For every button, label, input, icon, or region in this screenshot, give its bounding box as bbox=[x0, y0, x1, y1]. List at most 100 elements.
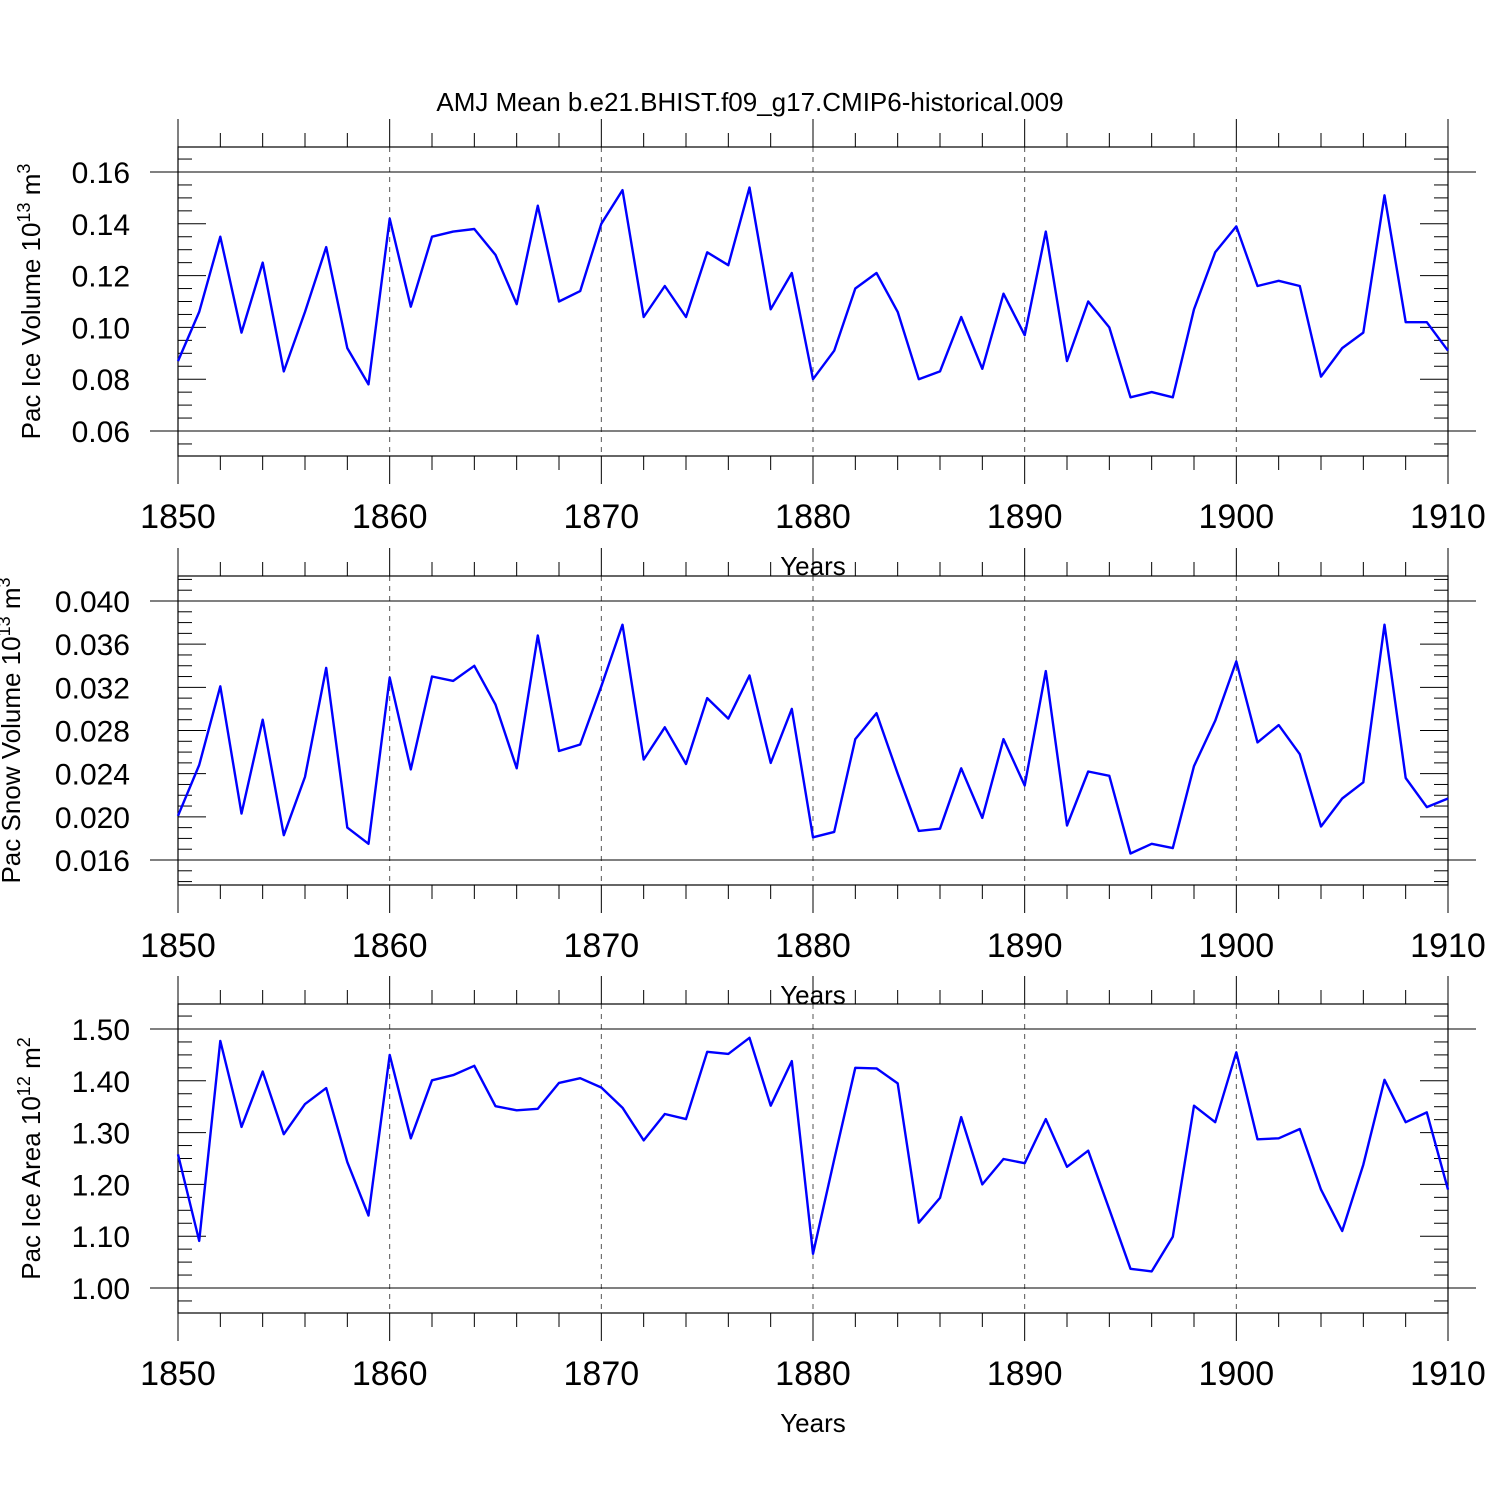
data-point bbox=[260, 717, 265, 722]
data-point bbox=[768, 760, 773, 765]
data-point bbox=[747, 1035, 752, 1040]
data-point bbox=[1340, 1229, 1345, 1234]
data-point bbox=[747, 673, 752, 678]
y-axis-label-exp: 12 bbox=[14, 1076, 34, 1096]
data-point bbox=[345, 825, 350, 830]
data-point bbox=[1297, 1126, 1302, 1131]
data-point bbox=[197, 309, 202, 314]
data-point bbox=[1107, 325, 1112, 330]
x-tick-label: 1910 bbox=[1410, 498, 1486, 536]
data-point bbox=[366, 841, 371, 846]
data-point bbox=[811, 1251, 816, 1256]
data-point bbox=[493, 702, 498, 707]
data-point bbox=[239, 1124, 244, 1129]
data-point bbox=[493, 1104, 498, 1109]
data-point bbox=[1276, 278, 1281, 283]
data-point bbox=[726, 716, 731, 721]
data-point bbox=[197, 763, 202, 768]
data-point bbox=[1340, 346, 1345, 351]
data-point bbox=[1107, 1207, 1112, 1212]
data-point bbox=[1065, 359, 1070, 364]
data-point bbox=[768, 1103, 773, 1108]
data-point bbox=[1065, 823, 1070, 828]
y-tick-label: 0.10 bbox=[72, 312, 130, 345]
y-tick-label: 1.00 bbox=[72, 1273, 130, 1306]
data-point bbox=[747, 185, 752, 190]
data-point bbox=[832, 348, 837, 353]
data-point bbox=[1170, 1234, 1175, 1239]
data-point bbox=[1234, 1050, 1239, 1055]
data-point bbox=[176, 1152, 181, 1157]
data-point bbox=[1170, 395, 1175, 400]
data-point bbox=[916, 828, 921, 833]
data-point bbox=[387, 675, 392, 680]
y-tick-label: 0.016 bbox=[55, 845, 130, 878]
y-tick-label: 0.040 bbox=[55, 586, 130, 619]
x-tick-label: 1850 bbox=[140, 1355, 216, 1393]
data-point bbox=[535, 1106, 540, 1111]
data-point bbox=[345, 346, 350, 351]
data-point bbox=[493, 252, 498, 257]
data-point bbox=[408, 304, 413, 309]
data-point bbox=[1424, 320, 1429, 325]
data-point bbox=[451, 678, 456, 683]
data-point bbox=[1086, 299, 1091, 304]
data-point bbox=[1382, 193, 1387, 198]
data-point bbox=[853, 737, 858, 742]
data-point bbox=[705, 696, 710, 701]
data-point bbox=[324, 665, 329, 670]
data-point bbox=[599, 1085, 604, 1090]
data-point bbox=[430, 1078, 435, 1083]
data-point bbox=[1403, 775, 1408, 780]
y-tick-label: 0.036 bbox=[55, 629, 130, 662]
data-point bbox=[874, 1066, 879, 1071]
data-point bbox=[239, 811, 244, 816]
y-axis-label: Pac Snow Volume 1013 m3 bbox=[0, 577, 26, 883]
data-point bbox=[1361, 330, 1366, 335]
data-point bbox=[535, 633, 540, 638]
data-point bbox=[1234, 659, 1239, 664]
data-point bbox=[895, 1081, 900, 1086]
y-tick-label: 1.50 bbox=[72, 1014, 130, 1047]
data-point bbox=[260, 260, 265, 265]
data-point bbox=[1319, 824, 1324, 829]
data-point bbox=[197, 1238, 202, 1243]
data-point bbox=[1297, 752, 1302, 757]
data-point bbox=[980, 366, 985, 371]
data-point bbox=[1149, 841, 1154, 846]
data-point bbox=[980, 815, 985, 820]
data-point bbox=[662, 283, 667, 288]
data-point bbox=[1255, 283, 1260, 288]
data-point bbox=[324, 245, 329, 250]
data-point bbox=[832, 829, 837, 834]
x-tick-label: 1850 bbox=[140, 927, 216, 965]
data-point bbox=[662, 1111, 667, 1116]
data-point bbox=[239, 330, 244, 335]
data-point bbox=[1234, 224, 1239, 229]
x-tick-label: 1860 bbox=[352, 927, 428, 965]
data-point bbox=[1213, 1120, 1218, 1125]
data-point bbox=[768, 307, 773, 312]
data-point bbox=[832, 1157, 837, 1162]
data-point bbox=[578, 1076, 583, 1081]
data-point bbox=[1149, 390, 1154, 395]
y-tick-label: 0.032 bbox=[55, 672, 130, 705]
data-point bbox=[1424, 1110, 1429, 1115]
data-point bbox=[1297, 283, 1302, 288]
data-point bbox=[916, 1220, 921, 1225]
data-point bbox=[218, 1038, 223, 1043]
x-tick-label: 1890 bbox=[987, 498, 1063, 536]
data-point bbox=[789, 271, 794, 276]
data-point bbox=[705, 1049, 710, 1054]
data-point bbox=[472, 1063, 477, 1068]
data-point bbox=[176, 359, 181, 364]
data-point bbox=[1382, 1077, 1387, 1082]
data-point bbox=[1192, 1103, 1197, 1108]
data-point bbox=[557, 1080, 562, 1085]
data-point bbox=[472, 663, 477, 668]
data-point bbox=[874, 711, 879, 716]
panel-3: 1850 1860 1870 1880 1890 1900 1910 Years 1.00 1.1… bbox=[14, 976, 1486, 1438]
x-tick-label: 1870 bbox=[564, 1355, 640, 1393]
data-point bbox=[1128, 851, 1133, 856]
y-axis-label-unit: m bbox=[0, 587, 26, 616]
